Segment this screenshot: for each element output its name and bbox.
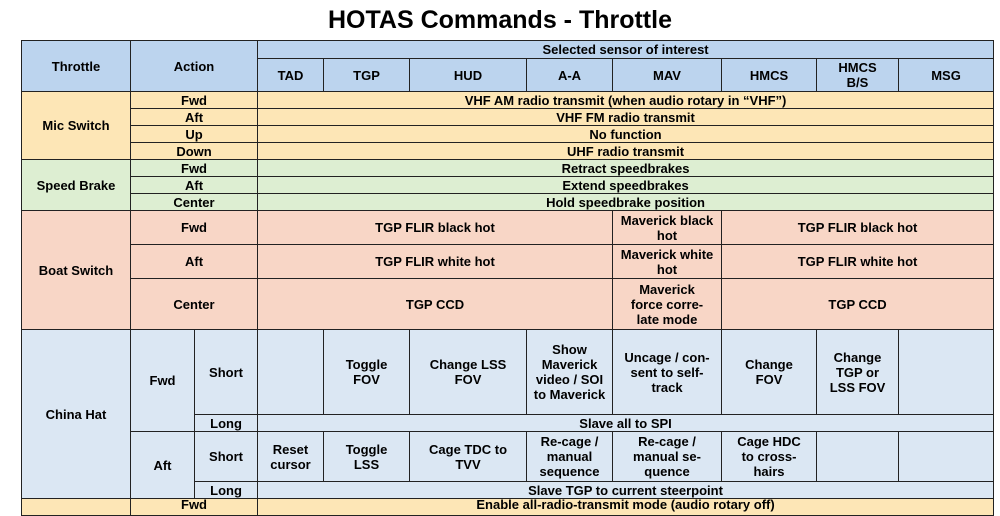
header-sensor-tad: TAD [257,58,325,92]
table-row: Up No function [22,125,995,143]
header-sensor-mav: MAV [612,58,723,92]
header-sensor-msg: MSG [898,58,995,92]
header-sensor-row: TAD TGP HUD A-A MAV HMCS HMCS B/S MSG [22,58,995,92]
header-sensor-hud: HUD [409,58,528,92]
speed-center-action: Center [129,193,259,211]
header-action: Action [129,40,259,92]
china-fwd-short-mav: Uncage / con-sent to self-track [612,329,723,415]
boat-center-right: TGP CCD [721,278,995,330]
table-row: Long Slave all to SPI [22,414,995,432]
speed-fwd-result: Retract speedbrakes [257,159,995,177]
china-aft-short-tad: Reset cursor [257,431,325,482]
boat-switch-label: Boat Switch [21,210,131,330]
cut-row-action: Fwd [129,498,259,516]
boat-aft-left: TGP FLIR white hot [257,244,614,279]
table-row: Aft VHF FM radio transmit [22,108,995,126]
header-sensor-tgp: TGP [323,58,411,92]
mic-fwd-action: Fwd [129,91,259,109]
header-sensor-aa: A-A [526,58,614,92]
china-aft-short-tgp: Toggle LSS [323,431,411,482]
china-fwd-label: Fwd [130,329,195,432]
boat-center-mav: Maverick force corre-late mode [612,278,723,330]
boat-fwd-right: TGP FLIR black hot [721,210,995,245]
china-aft-long-result: Slave TGP to current steerpoint [257,481,995,499]
china-aft-short-aa: Re-cage / manual sequence [526,431,614,482]
header-throttle: Throttle [21,40,131,92]
table-row: Boat Switch Fwd TGP FLIR black hot Maver… [21,210,995,330]
china-aft-short-mav: Re-cage / manual se-quence [612,431,723,482]
boat-center-action: Center [129,278,259,330]
mic-down-result: UHF radio transmit [257,142,995,160]
china-fwd-long-result: Slave all to SPI [257,414,995,432]
mic-aft-action: Aft [129,108,259,126]
boat-center-left: TGP CCD [257,278,614,330]
speed-aft-result: Extend speedbrakes [257,176,995,194]
mic-up-action: Up [129,125,259,143]
china-aft-short-hmcs-bs [816,431,900,482]
china-aft-long-label: Long [193,481,259,499]
mic-switch-label: Mic Switch [21,91,131,160]
speed-center-result: Hold speedbrake position [257,193,995,211]
table-row: Mic Switch Fwd VHF AM radio transmit (wh… [21,91,995,160]
mic-fwd-result: VHF AM radio transmit (when audio rotary… [257,91,995,109]
table-row: Aft Extend speedbrakes [22,176,995,194]
table-row: Speed Brake Fwd Retract speedbrakes [21,159,995,211]
china-aft-short-hud: Cage TDC to TVV [409,431,528,482]
boat-fwd-mav: Maverick black hot [612,210,723,245]
china-fwd-short-msg [898,329,995,415]
china-fwd-short-hud: Change LSS FOV [409,329,528,415]
cut-row-result: Enable all-radio-transmit mode (audio ro… [257,498,995,516]
china-aft-label: Aft [130,431,195,499]
header-sensor-hmcs: HMCS [721,58,818,92]
mic-up-result: No function [257,125,995,143]
page-title: HOTAS Commands - Throttle [328,6,672,34]
table-row: Center Hold speedbrake position [22,193,995,211]
speed-aft-action: Aft [129,176,259,194]
table-row: Fwd Enable all-radio-transmit mode (audi… [21,498,995,516]
table-row: China Hat Fwd Short Toggle FOV Change LS… [21,329,995,499]
boat-fwd-action: Fwd [129,210,259,245]
header-row: Throttle Action Selected sensor of inter… [21,40,995,92]
speed-brake-label: Speed Brake [21,159,131,211]
boat-aft-action: Aft [129,244,259,279]
china-fwd-short-label: Short [193,329,259,415]
boat-aft-right: TGP FLIR white hot [721,244,995,279]
hotas-throttle-table: Throttle Action Selected sensor of inter… [21,40,995,516]
china-aft-short-label: Short [193,431,259,482]
china-fwd-long-label: Long [193,414,259,432]
china-fwd-short-hmcs-bs: Change TGP or LSS FOV [816,329,900,415]
header-sensor-hmcs-bs: HMCS B/S [816,58,900,92]
china-aft-short-hmcs: Cage HDC to cross-hairs [721,431,818,482]
table-row: Center TGP CCD Maverick force corre-late… [22,278,995,330]
cut-row-label [21,498,131,516]
mic-down-action: Down [129,142,259,160]
china-fwd-short-aa: Show Maverick video / SOI to Maverick [526,329,614,415]
mic-aft-result: VHF FM radio transmit [257,108,995,126]
table-row: Down UHF radio transmit [22,142,995,160]
china-fwd-short-tgp: Toggle FOV [323,329,411,415]
china-fwd-short-tad [257,329,325,415]
boat-aft-mav: Maverick white hot [612,244,723,279]
boat-fwd-left: TGP FLIR black hot [257,210,614,245]
china-fwd-short-hmcs: Change FOV [721,329,818,415]
china-aft-short-msg [898,431,995,482]
header-sensor-group: Selected sensor of interest [257,40,995,59]
table-row: Aft TGP FLIR white hot Maverick white ho… [22,244,995,279]
table-row: Aft Short Reset cursor Toggle LSS Cage T… [22,431,995,499]
speed-fwd-action: Fwd [129,159,259,177]
china-hat-label: China Hat [21,329,131,499]
